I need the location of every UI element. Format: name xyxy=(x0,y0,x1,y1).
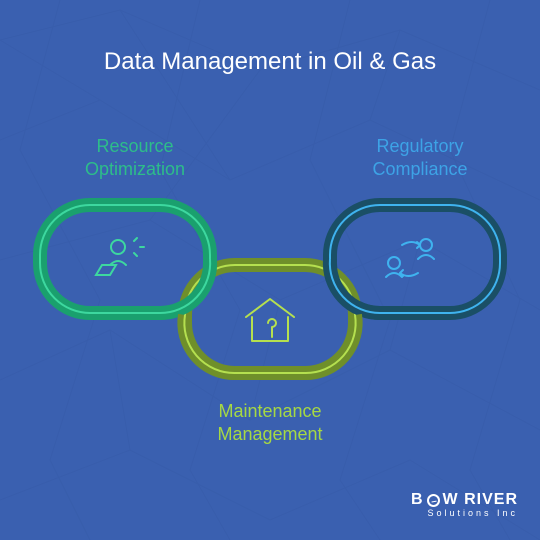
people-cycle-icon xyxy=(386,239,434,277)
logo-line2: Solutions Inc xyxy=(411,508,518,518)
logo-line1: B W RIVER xyxy=(411,491,518,509)
label-maintenance-text: MaintenanceManagement xyxy=(217,401,322,444)
person-laptop-icon xyxy=(96,238,144,275)
chain-diagram xyxy=(30,195,510,395)
company-logo: B W RIVER Solutions Inc xyxy=(411,491,518,518)
house-wrench-icon xyxy=(246,299,294,341)
logo-o-icon xyxy=(427,494,440,507)
label-maintenance: MaintenanceManagement xyxy=(180,400,360,447)
logo-pre: B xyxy=(411,491,424,509)
label-regulatory: RegulatoryCompliance xyxy=(345,135,495,182)
infographic-canvas: Data Management in Oil & Gas ResourceOpt… xyxy=(0,0,540,540)
logo-post: W RIVER xyxy=(443,491,518,509)
label-resource-text: ResourceOptimization xyxy=(85,136,185,179)
label-regulatory-text: RegulatoryCompliance xyxy=(372,136,467,179)
label-resource: ResourceOptimization xyxy=(60,135,210,182)
page-title: Data Management in Oil & Gas xyxy=(0,48,540,76)
